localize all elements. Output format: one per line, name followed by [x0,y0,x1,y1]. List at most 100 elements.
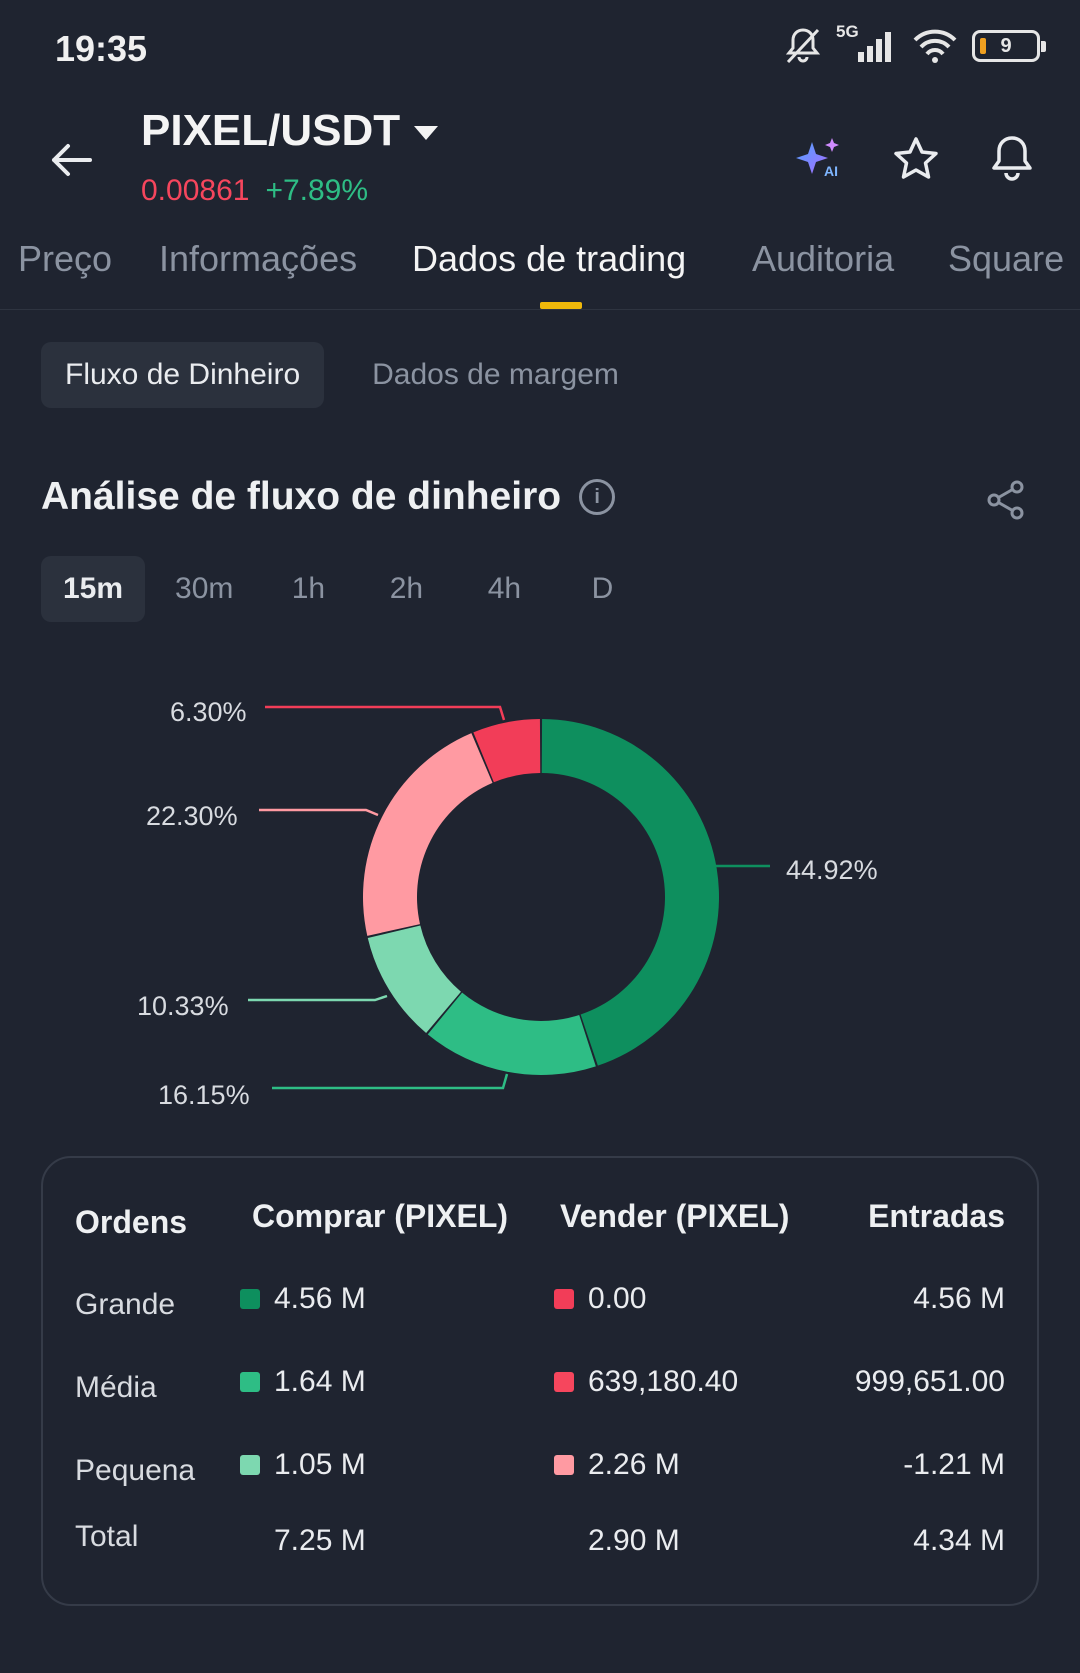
sell-value: 2.26 M [588,1448,680,1481]
timeframe-selector: 15m 30m 1h 2h 4h D [41,556,647,622]
battery-icon: 9 [972,30,1046,62]
inflow-value: -1.21 M [903,1448,1005,1481]
slice-buy-large [541,719,719,1066]
leader-line [272,1073,509,1090]
subtabs: Fluxo de Dinheiro Dados de margem [41,342,643,408]
info-icon[interactable]: i [579,479,616,515]
last-price: 0.00861 [141,174,250,207]
buy-value: 1.64 M [274,1365,366,1398]
buy-small-swatch [240,1455,260,1475]
tab-informacoes[interactable]: Informações [159,238,358,279]
pair-title: PIXEL/USDT [141,106,401,155]
caret-down-icon [414,126,439,140]
tab-square[interactable]: Square [948,238,1065,279]
timeframe-30m[interactable]: 30m [175,572,234,605]
share-button[interactable] [984,478,1028,522]
inflow-value: 999,651.00 [854,1365,1005,1398]
timeframe-1h[interactable]: 1h [291,572,326,605]
slice-buy-medium [427,992,596,1075]
buy-value: 7.25 M [274,1524,366,1557]
subtab-fluxo-de-dinheiro[interactable]: Fluxo de Dinheiro [41,342,325,408]
table-row: Total 7.25 M 2.90 M 4.34 M [43,1520,1037,1574]
inflow-value: 4.34 M [913,1524,1005,1557]
tab-auditoria[interactable]: Auditoria [752,238,895,279]
bell-icon [992,136,1032,181]
leader-line [248,994,388,1002]
status-icons: 5G 9 [784,22,1046,66]
timeframe-4h[interactable]: 4h [487,572,522,605]
table-row: Pequena 1.05 M 2.26 M -1.21 M [43,1448,1037,1498]
bell-muted-icon [784,26,822,66]
timeframe-2h[interactable]: 2h [389,572,424,605]
header-actions: AI [792,130,1040,186]
leader-line [265,705,506,721]
favorite-button[interactable] [888,130,944,186]
row-label-pequena: Pequena [75,1454,196,1487]
share-icon [987,480,1024,520]
sell-cell: 639,180.40 [554,1365,738,1399]
active-tab-indicator [540,302,582,309]
sell-small-swatch [554,1455,574,1475]
buy-cell: 4.56 M [240,1282,366,1316]
network-type-label: 5G [836,22,859,41]
battery-level: 9 [1000,34,1012,57]
timeframe-d[interactable]: D [591,572,614,605]
buy-large-swatch [240,1289,260,1309]
timeframe-15m[interactable]: 15m [41,556,146,622]
slice-buy-small [367,925,461,1033]
sell-value: 0.00 [588,1282,647,1315]
header: PIXEL/USDT 0.00861 +7.89% AI [0,100,1080,220]
table-header-row: Ordens Comprar (PIXEL) Vender (PIXEL) En… [43,1198,1037,1248]
back-button[interactable] [40,130,100,190]
slice-sell-small [363,733,493,936]
leader-line [259,808,379,817]
money-flow-table: Ordens Comprar (PIXEL) Vender (PIXEL) En… [41,1156,1039,1606]
sell-cell: 2.26 M [554,1448,680,1482]
table-row: Grande 4.56 M 0.00 4.56 M [43,1282,1037,1332]
slice-label-buy-large: 44.92% [786,855,878,885]
col-header-buy: Comprar (PIXEL) [252,1198,509,1234]
sell-value: 639,180.40 [588,1365,739,1398]
col-header-orders: Ordens [75,1204,188,1240]
buy-cell: 1.05 M [240,1448,366,1482]
cellular-signal-icon: 5G [836,22,898,64]
tab-dados-de-trading[interactable]: Dados de trading [412,238,687,279]
slice-label-sell-small: 22.30% [146,801,238,831]
row-label-media: Média [75,1371,157,1404]
price-row: 0.00861 +7.89% [141,174,368,208]
alert-button[interactable] [984,130,1040,186]
pair-selector[interactable]: PIXEL/USDT [141,106,439,156]
slice-label-sell-large: 6.30% [170,697,247,727]
inflow-value: 4.56 M [913,1282,1005,1315]
section-title: Análise de fluxo de dinheiro i [41,475,616,519]
tab-preco[interactable]: Preço [18,238,113,279]
slice-sell-large [473,719,541,783]
back-arrow-icon [52,144,92,176]
sell-value: 2.90 M [588,1524,680,1557]
svg-text:AI: AI [824,163,838,179]
sell-medium-swatch [554,1372,574,1392]
section-title-text: Análise de fluxo de dinheiro [41,475,562,518]
sell-large-swatch [554,1289,574,1309]
table-row: Média 1.64 M 639,180.40 999,651.00 [43,1365,1037,1415]
buy-value: 1.05 M [274,1448,366,1481]
ai-sparkle-icon: AI [796,138,839,179]
subtab-dados-de-margem[interactable]: Dados de margem [372,358,619,391]
sell-cell: 0.00 [554,1282,646,1316]
row-label-total: Total [75,1520,139,1553]
col-header-inflow: Entradas [868,1198,1005,1234]
row-label-grande: Grande [75,1288,176,1321]
price-change: +7.89% [265,174,369,207]
status-time: 19:35 [55,28,148,69]
buy-cell: 1.64 M [240,1365,366,1399]
status-bar: 19:35 5G 9 [0,0,1080,100]
buy-value: 4.56 M [274,1282,366,1315]
star-icon [894,137,938,179]
col-header-sell: Vender (PIXEL) [560,1198,790,1234]
buy-medium-swatch [240,1372,260,1392]
ai-button[interactable]: AI [792,130,848,186]
donut-svg [248,705,770,1090]
wifi-icon [912,28,958,64]
slice-label-buy-medium: 16.15% [158,1080,250,1110]
slice-label-buy-small: 10.33% [137,991,229,1021]
